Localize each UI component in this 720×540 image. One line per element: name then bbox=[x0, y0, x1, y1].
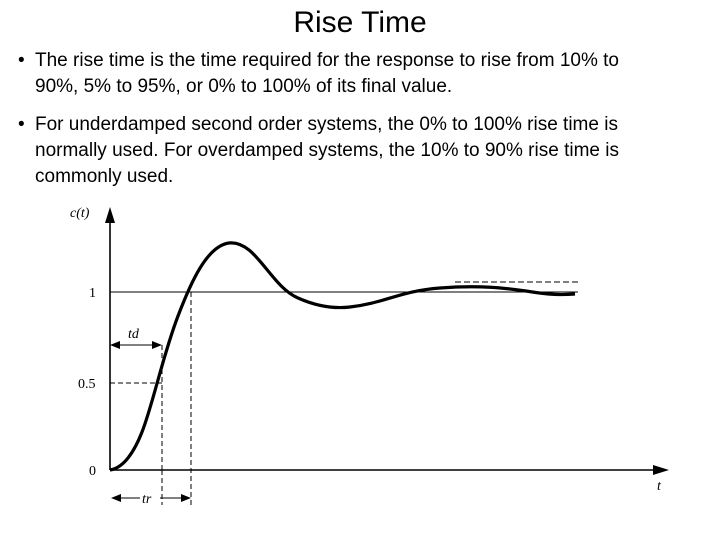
x-axis-arrow-icon bbox=[653, 465, 669, 475]
bullet-dot-icon: • bbox=[18, 50, 25, 71]
bullet-text: For underdamped second order systems, th… bbox=[35, 114, 619, 187]
bullet-item: • The rise time is the time required for… bbox=[18, 48, 663, 100]
response-curve bbox=[109, 241, 576, 472]
rise-arrow-left-icon bbox=[111, 494, 121, 502]
delay-arrow-left-icon bbox=[110, 341, 120, 349]
delay-time-label: td bbox=[128, 327, 140, 342]
bullet-dot-icon: • bbox=[18, 114, 25, 135]
y-tick-one: 1 bbox=[89, 286, 96, 301]
bullet-text: The rise time is the time required for t… bbox=[35, 50, 619, 97]
rise-arrow-right-icon bbox=[181, 494, 191, 502]
y-axis-label: c(t) bbox=[70, 206, 90, 221]
rise-time-label: tr bbox=[142, 492, 152, 507]
slide-title: Rise Time bbox=[293, 6, 427, 39]
x-axis-label: t bbox=[657, 479, 662, 494]
y-tick-zero: 0 bbox=[89, 464, 96, 479]
bullet-item: • For underdamped second order systems, … bbox=[18, 112, 663, 190]
y-axis-arrow-icon bbox=[105, 207, 115, 223]
bullet-list: • The rise time is the time required for… bbox=[18, 48, 663, 202]
y-tick-half: 0.5 bbox=[78, 377, 96, 392]
delay-arrow-right-icon bbox=[152, 341, 162, 349]
